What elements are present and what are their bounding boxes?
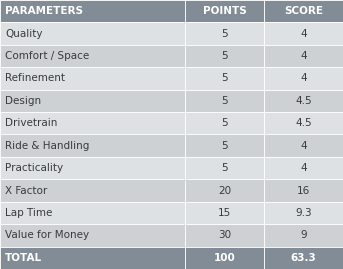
Bar <box>264 22 343 45</box>
Bar <box>264 0 343 22</box>
Bar <box>264 202 343 224</box>
Text: 4: 4 <box>300 73 307 83</box>
Text: Practicality: Practicality <box>5 163 63 173</box>
Text: X Factor: X Factor <box>5 186 47 196</box>
Text: POINTS: POINTS <box>203 6 247 16</box>
Bar <box>0 0 185 22</box>
Bar <box>0 202 185 224</box>
Text: Ride & Handling: Ride & Handling <box>5 141 90 151</box>
Bar <box>185 0 264 22</box>
Bar <box>0 134 185 157</box>
Text: TOTAL: TOTAL <box>5 253 42 263</box>
Text: 16: 16 <box>297 186 310 196</box>
Text: 4: 4 <box>300 163 307 173</box>
Bar <box>0 112 185 134</box>
Text: PARAMETERS: PARAMETERS <box>5 6 83 16</box>
Text: 30: 30 <box>218 230 231 240</box>
Text: 20: 20 <box>218 186 231 196</box>
Bar <box>185 22 264 45</box>
Text: 5: 5 <box>221 96 228 106</box>
Bar <box>264 67 343 90</box>
Text: 5: 5 <box>221 51 228 61</box>
Bar <box>185 90 264 112</box>
Text: 5: 5 <box>221 163 228 173</box>
Bar <box>185 202 264 224</box>
Text: Refinement: Refinement <box>5 73 65 83</box>
Text: 63.3: 63.3 <box>291 253 317 263</box>
Bar <box>0 247 185 269</box>
Text: 4: 4 <box>300 141 307 151</box>
Text: 4: 4 <box>300 29 307 39</box>
Bar <box>264 224 343 247</box>
Text: Comfort / Space: Comfort / Space <box>5 51 90 61</box>
Bar <box>264 247 343 269</box>
Bar <box>185 134 264 157</box>
Bar <box>0 22 185 45</box>
Bar <box>264 179 343 202</box>
Text: Design: Design <box>5 96 41 106</box>
Text: 4.5: 4.5 <box>295 96 312 106</box>
Bar <box>185 224 264 247</box>
Bar <box>264 157 343 179</box>
Text: 5: 5 <box>221 29 228 39</box>
Text: Quality: Quality <box>5 29 43 39</box>
Bar <box>185 247 264 269</box>
Text: 9: 9 <box>300 230 307 240</box>
Bar <box>264 45 343 67</box>
Bar <box>264 112 343 134</box>
Text: 15: 15 <box>218 208 231 218</box>
Bar <box>264 134 343 157</box>
Bar <box>0 45 185 67</box>
Text: 4.5: 4.5 <box>295 118 312 128</box>
Bar <box>185 45 264 67</box>
Bar <box>185 157 264 179</box>
Bar <box>0 90 185 112</box>
Bar <box>0 157 185 179</box>
Bar <box>185 67 264 90</box>
Text: Lap Time: Lap Time <box>5 208 52 218</box>
Bar <box>264 90 343 112</box>
Text: 4: 4 <box>300 51 307 61</box>
Text: Drivetrain: Drivetrain <box>5 118 58 128</box>
Text: 100: 100 <box>214 253 236 263</box>
Text: 5: 5 <box>221 141 228 151</box>
Bar <box>0 224 185 247</box>
Text: Value for Money: Value for Money <box>5 230 89 240</box>
Text: 9.3: 9.3 <box>295 208 312 218</box>
Text: 5: 5 <box>221 73 228 83</box>
Text: 5: 5 <box>221 118 228 128</box>
Bar <box>185 112 264 134</box>
Bar <box>0 179 185 202</box>
Bar <box>185 179 264 202</box>
Text: SCORE: SCORE <box>284 6 323 16</box>
Bar <box>0 67 185 90</box>
